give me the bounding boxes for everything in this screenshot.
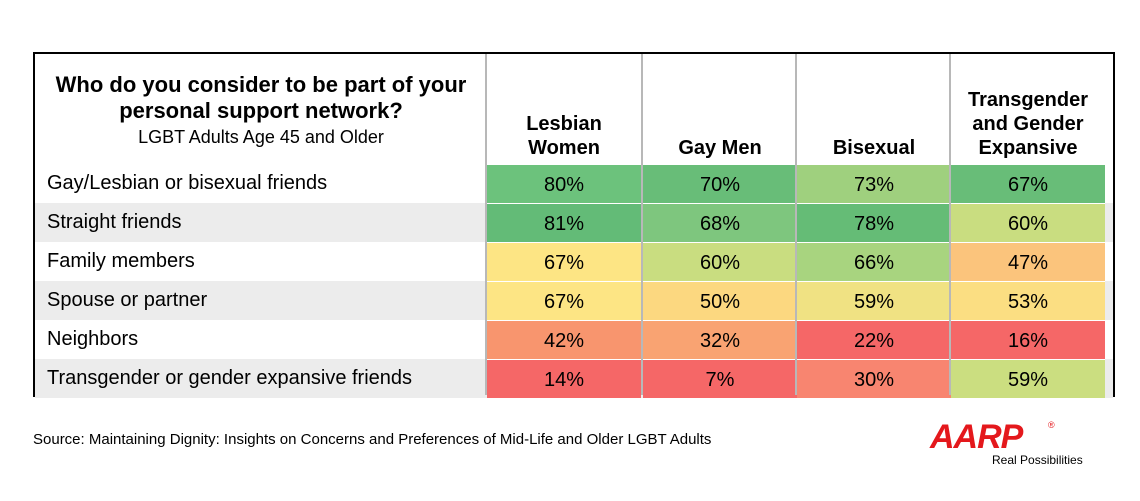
- row-label: Transgender or gender expansive friends: [47, 367, 413, 389]
- column-header-line: Women: [528, 137, 600, 159]
- value-cell: 30%: [797, 359, 951, 398]
- value-cell: 70%: [643, 164, 797, 203]
- value-cell: 47%: [951, 242, 1105, 281]
- column-header-line: and Gender: [972, 113, 1084, 135]
- column-header: Gay Men: [643, 54, 797, 164]
- column-divider: [949, 54, 951, 395]
- logo-wordmark: AARP: [930, 418, 1023, 456]
- column-header-line: Expansive: [978, 137, 1078, 159]
- value-cell: 59%: [951, 359, 1105, 398]
- value-cell: 7%: [643, 359, 797, 398]
- value-cell: 53%: [951, 281, 1105, 320]
- value-cell: 60%: [643, 242, 797, 281]
- value-cell: 14%: [487, 359, 641, 398]
- table-row: Gay/Lesbian or bisexual friends 80% 70% 73%…: [35, 164, 1113, 203]
- row-label: Straight friends: [47, 211, 182, 233]
- value-cell: 42%: [487, 320, 641, 359]
- value-cell: 22%: [797, 320, 951, 359]
- column-divider: [795, 54, 797, 395]
- column-divider: [485, 54, 487, 395]
- value-cell: 78%: [797, 203, 951, 242]
- value-cell: 80%: [487, 164, 641, 203]
- column-header-line: Bisexual: [832, 137, 916, 159]
- table-subtitle: LGBT Adults Age 45 and Older: [138, 127, 384, 147]
- support-network-table: Who do you consider to be part of your p…: [33, 52, 1115, 398]
- table-row: Straight friends 81% 68% 78% 60%: [35, 203, 1113, 242]
- value-cell: 50%: [643, 281, 797, 320]
- table-title: Who do you consider to be part of your p…: [55, 72, 467, 123]
- table-row: Neighbors 42% 32% 22% 16%: [35, 320, 1113, 359]
- column-header: Transgender and Gender Expansive: [951, 54, 1105, 164]
- value-cell: 73%: [797, 164, 951, 203]
- value-cell: 32%: [643, 320, 797, 359]
- value-cell: 16%: [951, 320, 1105, 359]
- column-divider: [641, 54, 643, 395]
- value-cell: 66%: [797, 242, 951, 281]
- row-label: Spouse or partner: [47, 289, 208, 311]
- table-header: Who do you consider to be part of your p…: [35, 54, 1113, 164]
- row-label: Family members: [47, 250, 195, 272]
- row-label: Neighbors: [47, 328, 139, 350]
- column-header-line: Lesbian: [526, 113, 602, 135]
- row-label: Gay/Lesbian or bisexual friends: [47, 172, 328, 194]
- value-cell: 67%: [951, 164, 1105, 203]
- column-header-line: Gay Men: [678, 137, 762, 159]
- column-header: Lesbian Women: [487, 54, 641, 164]
- value-cell: 67%: [487, 281, 641, 320]
- table-row: Transgender or gender expansive friends 1…: [35, 359, 1113, 398]
- value-cell: 68%: [643, 203, 797, 242]
- source-note: Source: Maintaining Dignity: Insights on…: [33, 431, 712, 448]
- value-cell: 81%: [487, 203, 641, 242]
- value-cell: 67%: [487, 242, 641, 281]
- table-row: Family members 67% 60% 66% 47%: [35, 242, 1113, 281]
- table-row: Spouse or partner 67% 50% 59% 53%: [35, 281, 1113, 320]
- logo-tagline: Real Possibilities: [992, 453, 1083, 467]
- column-header: Bisexual: [797, 54, 951, 164]
- aarp-logo: AARP ® Real Possibilities: [930, 420, 1090, 470]
- column-header-line: Transgender: [967, 89, 1089, 111]
- registered-mark: ®: [1048, 420, 1055, 430]
- value-cell: 59%: [797, 281, 951, 320]
- value-cell: 60%: [951, 203, 1105, 242]
